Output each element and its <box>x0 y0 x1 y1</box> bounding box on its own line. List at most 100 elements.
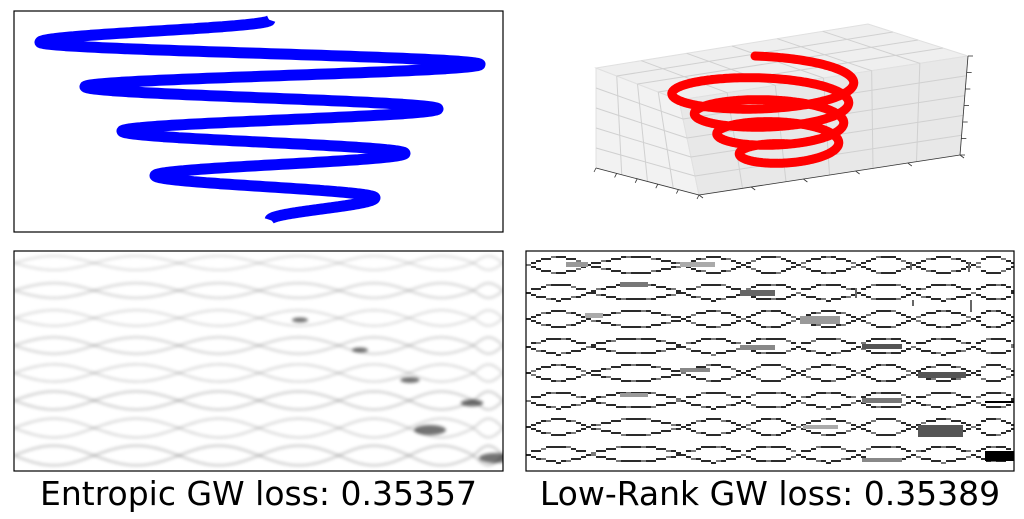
plan-cell <box>556 364 561 366</box>
plan-cell <box>686 348 691 350</box>
plan-cell <box>591 344 596 346</box>
plan-cell <box>836 446 841 448</box>
plan-cell <box>1001 366 1006 368</box>
plan-cell <box>866 422 871 424</box>
plan-cell <box>966 396 971 398</box>
plan-cell <box>706 364 711 366</box>
plan-cell <box>996 364 1001 366</box>
plan-cell <box>846 404 851 406</box>
plan-cell <box>671 288 676 290</box>
plan-cell <box>826 354 831 356</box>
plan-cell <box>736 348 741 350</box>
plan-cell <box>961 368 966 370</box>
plan-cell <box>601 314 606 316</box>
plan-cell <box>736 342 741 344</box>
plan-cell <box>836 312 841 314</box>
plan-cell <box>656 350 661 352</box>
plan-cell <box>976 288 981 290</box>
plan-cell <box>976 402 981 404</box>
plan-cell <box>731 430 736 432</box>
plan-cell <box>536 458 541 460</box>
plan-cell <box>561 392 566 394</box>
plan-cell <box>661 430 666 432</box>
plan-cell <box>546 324 551 326</box>
plan-cell <box>631 352 636 354</box>
plan-cell <box>821 256 826 258</box>
plan-cell <box>526 346 531 348</box>
plan-cell <box>636 434 641 436</box>
plan-cell <box>726 432 731 434</box>
plan-cell <box>846 322 851 324</box>
plan-cell <box>911 318 916 320</box>
plan-cell <box>851 456 856 458</box>
plan-cell <box>581 370 586 372</box>
plan-cell <box>686 288 691 290</box>
plan-cell <box>966 428 971 430</box>
plan-cell <box>651 420 656 422</box>
plan-cell <box>666 322 671 324</box>
plan-cell <box>656 324 661 326</box>
plan-cell <box>676 346 681 348</box>
plan-cell <box>671 374 676 376</box>
plan-cell <box>771 338 776 340</box>
plan-cell <box>596 370 601 372</box>
plan-cell <box>591 370 596 372</box>
plan-cell <box>606 394 611 396</box>
plan-cell <box>941 300 946 302</box>
plan-cell <box>841 366 846 368</box>
plan-cell <box>696 458 701 460</box>
plan-cell <box>881 380 886 382</box>
plan-cell <box>836 366 841 368</box>
plan-cell <box>826 326 831 328</box>
plan-cell <box>876 284 881 286</box>
plan-cell <box>801 370 806 372</box>
plan-cell <box>636 446 641 448</box>
plan-cell <box>666 314 671 316</box>
plan-cell <box>621 298 626 300</box>
plan-cell <box>656 458 661 460</box>
plan-cell <box>936 352 941 354</box>
plan-cell <box>791 316 796 318</box>
plan-cell <box>986 284 991 286</box>
plan-cell <box>721 378 726 380</box>
plan-cell <box>761 310 766 312</box>
plan-cell <box>831 380 836 382</box>
plan-cell <box>591 398 596 400</box>
plan-cell <box>871 446 876 448</box>
plan-cell <box>701 258 706 260</box>
plan-cell <box>556 256 561 258</box>
plan-cell <box>651 312 656 314</box>
plan-cell <box>671 342 676 344</box>
plan-cell <box>931 366 936 368</box>
plan-cell <box>771 272 776 274</box>
plan-cell <box>936 392 941 394</box>
plan-cell <box>836 284 841 286</box>
plan-cell <box>636 272 641 274</box>
plan-cell <box>886 352 891 354</box>
plan-cell <box>866 376 871 378</box>
plan-cell <box>671 320 676 322</box>
plan-cell <box>846 430 851 432</box>
plan-cell <box>781 270 786 272</box>
plan-cell <box>551 392 556 394</box>
plan-cell <box>751 422 756 424</box>
plan-cell <box>751 394 756 396</box>
plan-cell <box>696 378 701 380</box>
plan-cell <box>776 364 781 366</box>
plan-cell <box>961 404 966 406</box>
plan-cell <box>741 454 746 456</box>
plan-cell <box>761 298 766 300</box>
plan-cell <box>851 424 856 426</box>
plan-cell <box>976 424 981 426</box>
plan-cell <box>761 446 766 448</box>
plan-cell <box>961 430 966 432</box>
plan-cell <box>946 326 951 328</box>
plan-cell <box>956 448 961 450</box>
plan-cell <box>981 458 986 460</box>
plan-cell <box>811 340 816 342</box>
plan-cell <box>861 266 866 268</box>
plan-cell <box>616 352 621 354</box>
plan-cell <box>786 394 791 396</box>
plan-cell <box>706 380 711 382</box>
plan-cell <box>641 434 646 436</box>
